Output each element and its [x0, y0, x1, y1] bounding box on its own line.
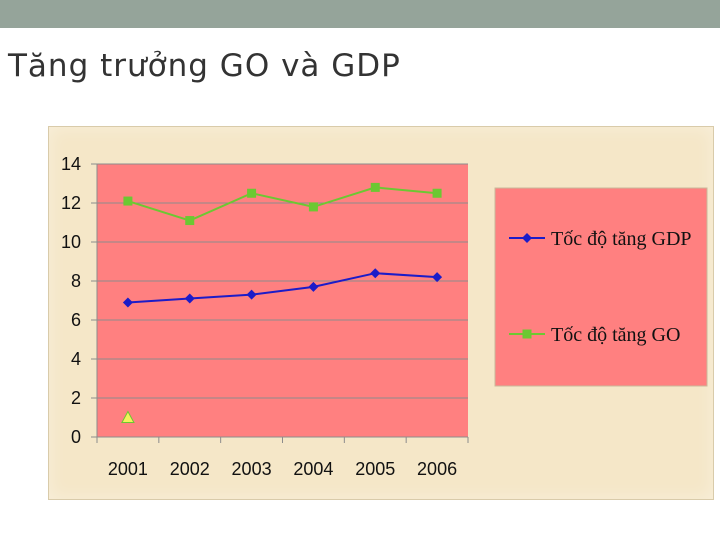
slide-top-bar — [0, 0, 720, 28]
series-line-go — [127, 186, 438, 222]
y-tick-label: 6 — [71, 310, 81, 330]
legend — [494, 187, 708, 387]
data-point-go — [185, 216, 195, 226]
data-point-gdp — [184, 293, 195, 304]
y-tick-label: 2 — [71, 388, 81, 408]
data-point-gdp — [308, 281, 319, 292]
extra-data-point — [121, 410, 135, 423]
y-tick-label: 8 — [71, 271, 81, 291]
data-point-gdp — [122, 297, 133, 308]
x-tick-label: 2005 — [355, 459, 395, 479]
slide-title: Tăng trưởng GO và GDP — [8, 48, 401, 84]
y-tick-label: 12 — [61, 193, 81, 213]
data-point-gdp — [432, 272, 443, 283]
line-chart: 0 2 4 6 8 10 12 14 2001 2002 2003 2004 2005 2006 Tốc đ… — [61, 154, 708, 479]
data-point-go — [432, 188, 442, 198]
chart-area: 0 2 4 6 8 10 12 14 2001 2002 2003 2004 2005 2006 Tốc đ… — [48, 126, 714, 500]
x-tick-label: 2006 — [417, 459, 457, 479]
x-tick-label: 2004 — [293, 459, 333, 479]
y-tick-label: 4 — [71, 349, 81, 369]
x-tick-label: 2002 — [170, 459, 210, 479]
data-point-gdp — [370, 268, 381, 279]
legend-marker-go — [522, 329, 532, 339]
x-tick-label: 2003 — [232, 459, 272, 479]
legend-label-go: Tốc độ tăng GO — [551, 324, 680, 346]
data-point-go — [308, 202, 318, 212]
y-tick-label: 10 — [61, 232, 81, 252]
x-tick-label: 2001 — [108, 459, 148, 479]
data-point-go — [123, 196, 133, 206]
legend-marker-gdp — [522, 233, 532, 243]
legend-label-gdp: Tốc độ tăng GDP — [551, 228, 692, 250]
y-tick-label: 14 — [61, 154, 81, 174]
data-point-gdp — [246, 289, 257, 300]
data-point-go — [370, 182, 380, 192]
series-line-gdp — [127, 272, 438, 304]
data-point-go — [247, 188, 257, 198]
y-tick-label: 0 — [71, 427, 81, 447]
